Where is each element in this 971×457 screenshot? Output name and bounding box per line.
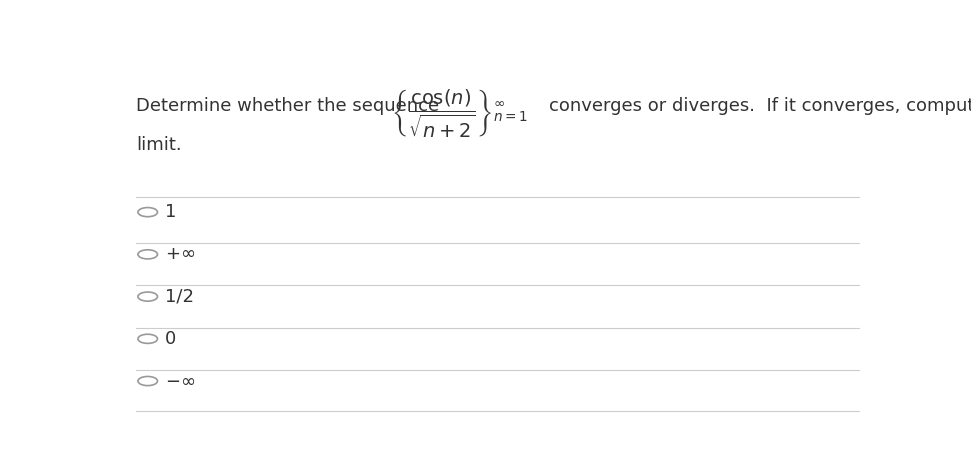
Text: converges or diverges.  If it converges, compute the: converges or diverges. If it converges, … bbox=[549, 97, 971, 115]
Text: 1: 1 bbox=[165, 203, 177, 221]
Text: Determine whether the sequence: Determine whether the sequence bbox=[136, 97, 440, 115]
Text: $+\infty$: $+\infty$ bbox=[165, 245, 195, 263]
Text: 1/2: 1/2 bbox=[165, 287, 194, 306]
Text: $-\infty$: $-\infty$ bbox=[165, 372, 195, 390]
Text: $\left\{\dfrac{\cos(n)}{\sqrt{n+2}}\right\}_{n=1}^{\infty}$: $\left\{\dfrac{\cos(n)}{\sqrt{n+2}}\righ… bbox=[390, 88, 528, 140]
Text: limit.: limit. bbox=[136, 136, 182, 154]
Text: 0: 0 bbox=[165, 330, 177, 348]
